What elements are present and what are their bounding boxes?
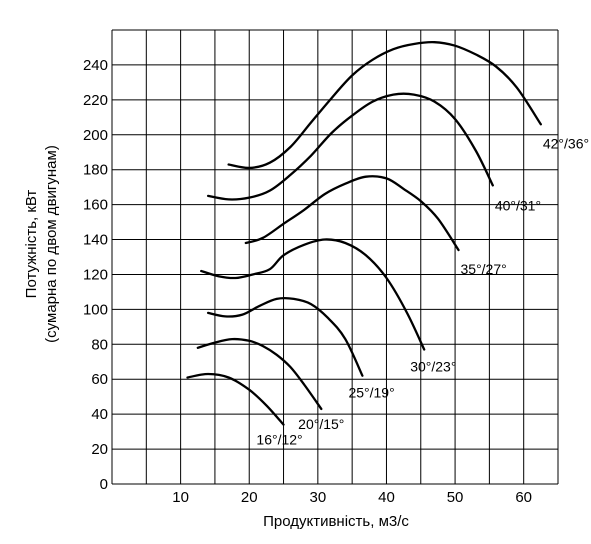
y-tick-label: 220	[83, 92, 108, 109]
y-axis-title-line2: (сумарна по двом двигунам)	[43, 145, 60, 343]
y-tick-label: 60	[91, 371, 108, 388]
curve-label: 40°/31°	[495, 197, 541, 213]
y-tick-label: 0	[100, 476, 108, 493]
curve-label: 25°/19°	[348, 385, 394, 401]
x-tick-label: 60	[515, 489, 532, 506]
curve-label: 20°/15°	[298, 416, 344, 432]
curve-label: 16°/12°	[256, 432, 302, 448]
y-tick-label: 160	[83, 197, 108, 214]
curve-label: 35°/27°	[461, 261, 507, 277]
x-tick-label: 20	[241, 489, 258, 506]
x-tick-label: 10	[172, 489, 189, 506]
curve-label: 30°/23°	[410, 359, 456, 375]
y-tick-label: 140	[83, 232, 108, 249]
curve-35-27	[244, 175, 460, 252]
x-axis-title: Продуктивність, м3/с	[263, 513, 409, 530]
x-tick-label: 50	[447, 489, 464, 506]
x-tick-label: 30	[310, 489, 327, 506]
curve-30-23	[200, 238, 426, 351]
y-tick-label: 200	[83, 127, 108, 144]
x-tick-label: 40	[378, 489, 395, 506]
y-axis-title-line1: Потужність, кВт	[23, 190, 40, 299]
y-tick-label: 20	[91, 441, 108, 458]
curve-16-12	[186, 372, 285, 426]
plot-grid	[111, 29, 559, 485]
curve-label: 42°/36°	[543, 135, 589, 151]
tick-labels: 10 20 30 40 50 60 0 20 40 60 80 100 120 140 160 180 200 2…	[83, 57, 532, 506]
curve-labels: 16°/12°20°/15°25°/19° 30°/23° 35°/27° 40°/3…	[256, 135, 589, 447]
y-tick-label: 100	[83, 301, 108, 318]
curves-layer	[186, 40, 542, 426]
y-tick-label: 240	[83, 57, 108, 74]
y-tick-label: 40	[91, 406, 108, 423]
curve-25-19	[206, 296, 364, 377]
y-tick-label: 80	[91, 336, 108, 353]
curve-20-15	[196, 337, 323, 411]
curve-40-31	[206, 92, 494, 201]
y-tick-label: 120	[83, 266, 108, 283]
y-axis-title-group: Потужність, кВт (сумарна по двом двигуна…	[23, 145, 60, 343]
curve-42-36	[227, 40, 542, 170]
y-tick-label: 180	[83, 162, 108, 179]
